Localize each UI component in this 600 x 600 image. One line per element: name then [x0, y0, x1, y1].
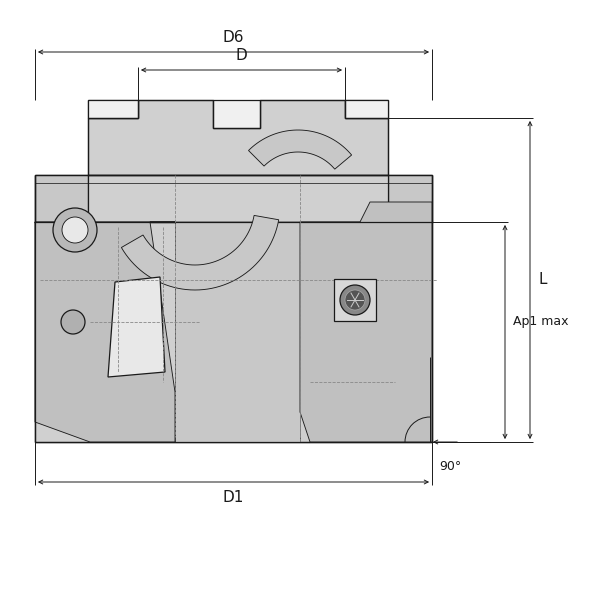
Circle shape: [62, 217, 88, 243]
Polygon shape: [345, 100, 388, 118]
Polygon shape: [35, 175, 432, 442]
Circle shape: [53, 208, 97, 252]
Polygon shape: [35, 175, 88, 222]
Text: D6: D6: [223, 30, 244, 45]
Circle shape: [340, 285, 370, 315]
Circle shape: [345, 290, 365, 310]
Polygon shape: [300, 202, 432, 442]
Polygon shape: [213, 100, 260, 128]
Polygon shape: [108, 277, 165, 377]
Polygon shape: [248, 130, 352, 169]
Text: D: D: [236, 48, 247, 63]
Text: Ap1 max: Ap1 max: [513, 316, 569, 329]
Polygon shape: [388, 175, 432, 222]
Text: 90°: 90°: [439, 460, 461, 473]
Polygon shape: [88, 100, 138, 118]
Circle shape: [61, 310, 85, 334]
Polygon shape: [345, 100, 388, 118]
Polygon shape: [88, 100, 388, 175]
Text: L: L: [538, 272, 547, 287]
Polygon shape: [88, 100, 138, 118]
Polygon shape: [175, 222, 300, 442]
Polygon shape: [121, 215, 279, 290]
Polygon shape: [35, 222, 432, 442]
Text: D1: D1: [223, 490, 244, 505]
Polygon shape: [334, 279, 376, 321]
Polygon shape: [88, 175, 388, 222]
Polygon shape: [35, 222, 175, 442]
